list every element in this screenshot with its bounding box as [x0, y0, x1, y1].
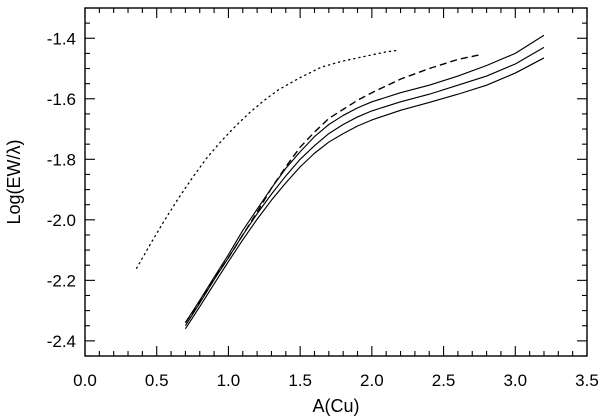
- x-tick-label: 2.0: [360, 371, 384, 390]
- plot-marks: [135, 34, 545, 330]
- x-tick-label: 0.0: [73, 371, 97, 390]
- y-tick-label: -1.4: [47, 29, 76, 48]
- x-axis-title: A(Cu): [312, 396, 359, 416]
- series-line-solid-3: [184, 57, 545, 330]
- y-tick-label: -2.4: [47, 332, 76, 351]
- x-tick-label: 1.5: [288, 371, 312, 390]
- series-line-dashed-4: [184, 54, 480, 324]
- y-tick-label: -1.8: [47, 150, 76, 169]
- series-line-dotted-5: [135, 49, 399, 269]
- series-line-solid-1: [184, 34, 545, 324]
- axis-ticks: 0.0 0.5 1.0 1.5 2.0 2.5 3.0 3.5 -2.4 -2.2 -2.0 -1.8…: [47, 7, 599, 390]
- y-axis-title: Log(EW/λ): [4, 139, 24, 224]
- x-tick-label: 2.5: [432, 371, 456, 390]
- y-tick-label: -2.2: [47, 271, 76, 290]
- plot-frame: [84, 7, 588, 357]
- y-tick-label: -1.6: [47, 90, 76, 109]
- series-line-solid-2: [184, 46, 545, 327]
- y-tick-label: -2.0: [47, 211, 76, 230]
- x-tick-label: 3.0: [503, 371, 527, 390]
- x-tick-label: 1.0: [217, 371, 241, 390]
- x-tick-label: 0.5: [145, 371, 169, 390]
- x-tick-label: 3.5: [575, 371, 599, 390]
